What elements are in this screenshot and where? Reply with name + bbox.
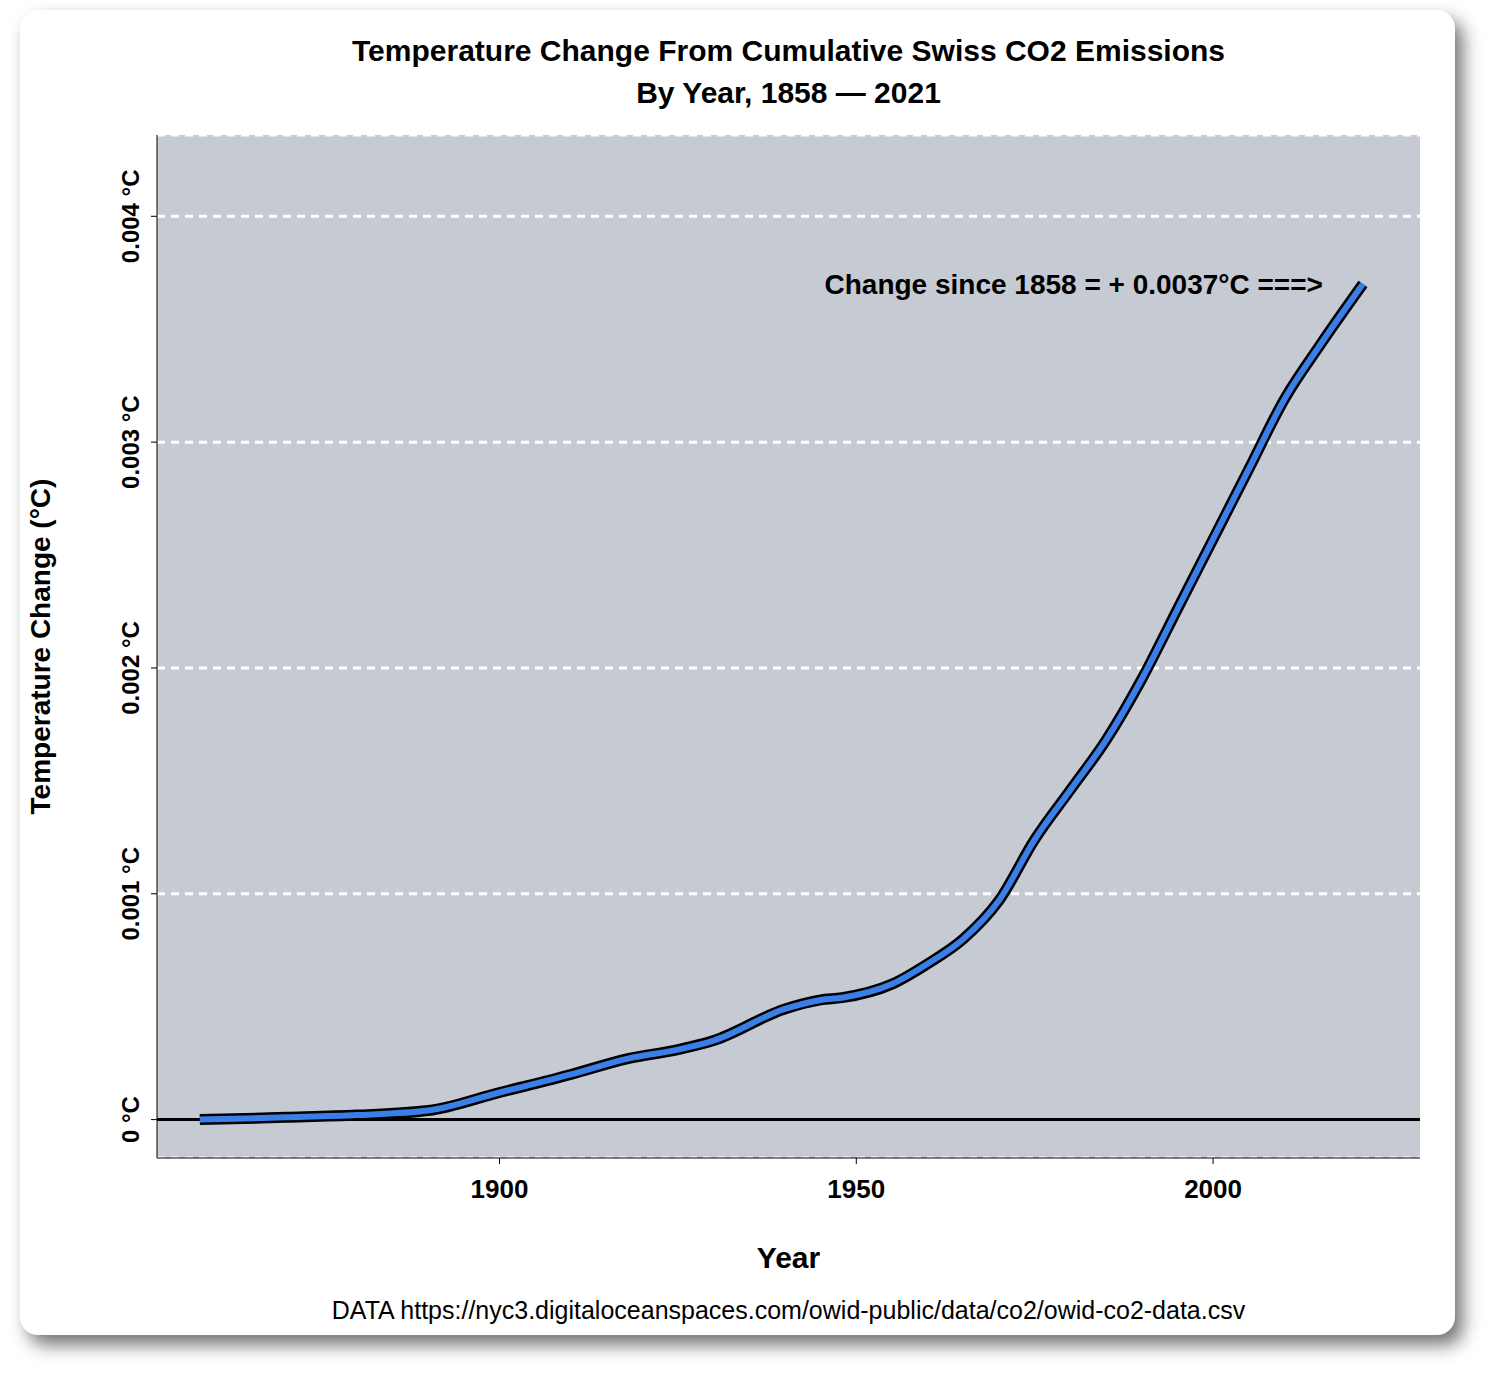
svg-text:1950: 1950 bbox=[827, 1174, 885, 1204]
svg-text:Year: Year bbox=[757, 1241, 821, 1274]
html-text:Temperature Change From Cumula: Temperature Change From Cumulative Swiss… bbox=[352, 34, 1225, 67]
svg-text:Temperature Change (°C): Temperature Change (°C) bbox=[25, 479, 56, 815]
svg-text:0.003 °C: 0.003 °C bbox=[117, 395, 144, 489]
html-text:DATA https://nyc3.digitalocean: DATA https://nyc3.digitaloceanspaces.com… bbox=[331, 1296, 1246, 1324]
svg-text:0.001 °C: 0.001 °C bbox=[117, 847, 144, 941]
svg-text:0 °C: 0 °C bbox=[117, 1096, 144, 1143]
svg-text:1900: 1900 bbox=[471, 1174, 529, 1204]
html-text:By Year, 1858 — 2021: By Year, 1858 — 2021 bbox=[636, 76, 941, 109]
svg-text:Change since 1858 = + 0.0037°C: Change since 1858 = + 0.0037°C ===> bbox=[824, 269, 1322, 300]
svg-text:2000: 2000 bbox=[1184, 1174, 1242, 1204]
svg-text:0.002 °C: 0.002 °C bbox=[117, 621, 144, 715]
svg-text:0.004 °C: 0.004 °C bbox=[117, 169, 144, 263]
